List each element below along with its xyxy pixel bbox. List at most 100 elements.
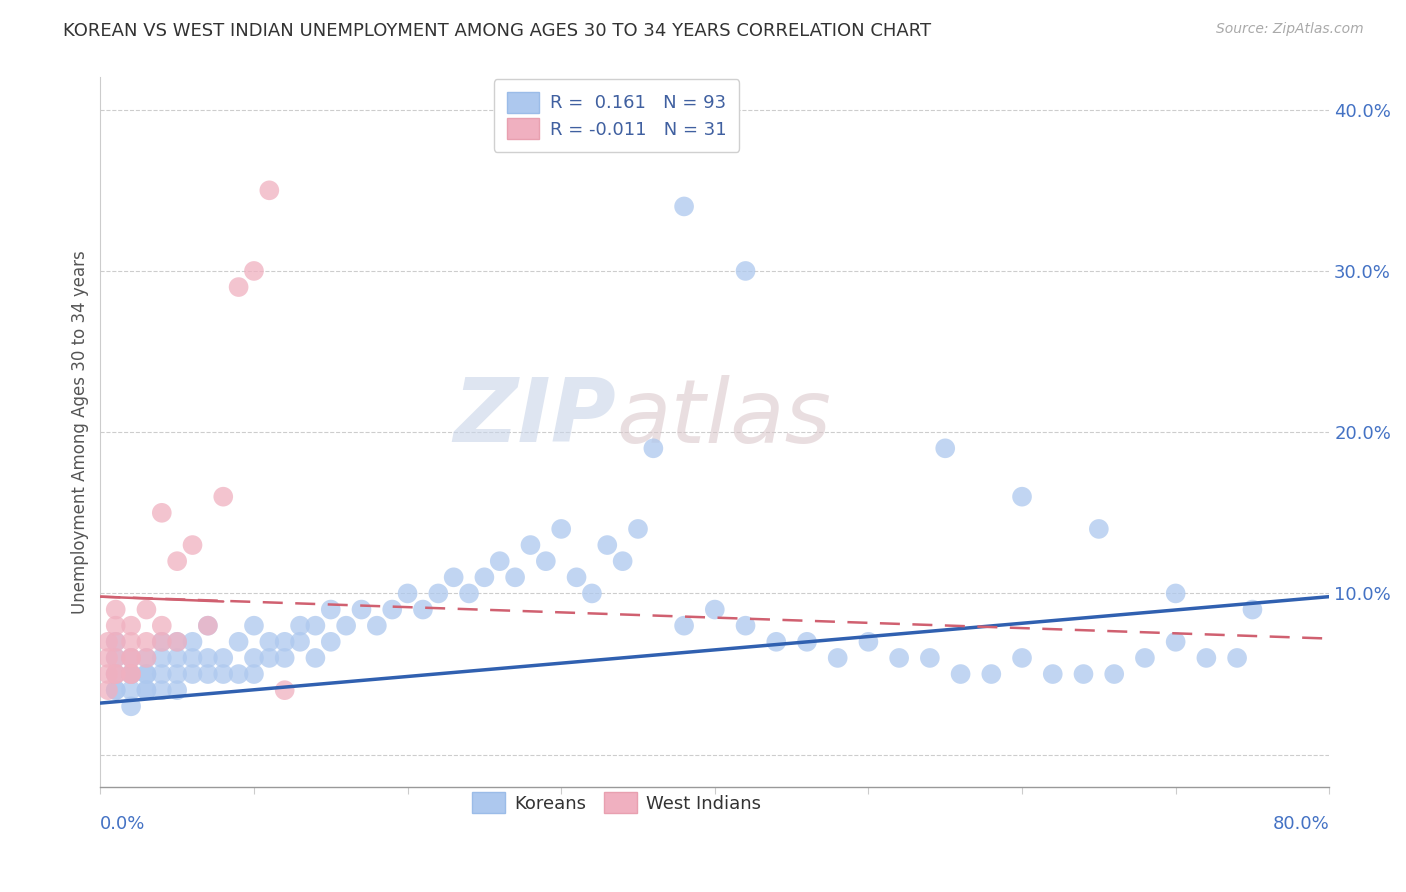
Point: [581, 586, 603, 600]
Point: [1241, 602, 1264, 616]
Point: [104, 667, 127, 681]
Point: [443, 570, 465, 584]
Point: [97, 635, 120, 649]
Point: [627, 522, 650, 536]
Point: [120, 683, 142, 698]
Point: [319, 602, 342, 616]
Point: [120, 667, 142, 681]
Point: [120, 667, 142, 681]
Text: ZIP: ZIP: [454, 375, 616, 461]
Point: [181, 538, 204, 552]
Point: [104, 667, 127, 681]
Point: [120, 651, 142, 665]
Point: [120, 667, 142, 681]
Point: [488, 554, 510, 568]
Point: [643, 442, 665, 456]
Text: KOREAN VS WEST INDIAN UNEMPLOYMENT AMONG AGES 30 TO 34 YEARS CORRELATION CHART: KOREAN VS WEST INDIAN UNEMPLOYMENT AMONG…: [63, 22, 931, 40]
Point: [135, 651, 157, 665]
Point: [228, 635, 250, 649]
Point: [934, 442, 956, 456]
Point: [319, 635, 342, 649]
Point: [1164, 586, 1187, 600]
Point: [1073, 667, 1095, 681]
Point: [97, 651, 120, 665]
Point: [335, 618, 357, 632]
Point: [827, 651, 849, 665]
Point: [304, 618, 326, 632]
Point: [212, 667, 235, 681]
Point: [104, 635, 127, 649]
Point: [534, 554, 557, 568]
Point: [458, 586, 481, 600]
Point: [166, 683, 188, 698]
Point: [273, 683, 295, 698]
Point: [304, 651, 326, 665]
Point: [673, 618, 696, 632]
Point: [734, 618, 756, 632]
Point: [519, 538, 541, 552]
Point: [212, 490, 235, 504]
Point: [166, 635, 188, 649]
Point: [135, 667, 157, 681]
Point: [150, 667, 173, 681]
Point: [166, 554, 188, 568]
Point: [350, 602, 373, 616]
Point: [980, 667, 1002, 681]
Point: [412, 602, 434, 616]
Point: [104, 683, 127, 698]
Point: [135, 602, 157, 616]
Point: [120, 635, 142, 649]
Point: [565, 570, 588, 584]
Point: [858, 635, 880, 649]
Point: [120, 651, 142, 665]
Point: [150, 635, 173, 649]
Point: [259, 651, 281, 665]
Point: [104, 635, 127, 649]
Point: [97, 667, 120, 681]
Point: [288, 635, 311, 649]
Point: [181, 651, 204, 665]
Point: [104, 667, 127, 681]
Point: [197, 667, 219, 681]
Point: [734, 264, 756, 278]
Point: [243, 667, 266, 681]
Point: [104, 683, 127, 698]
Point: [1226, 651, 1249, 665]
Point: [135, 683, 157, 698]
Point: [104, 602, 127, 616]
Point: [612, 554, 634, 568]
Point: [396, 586, 419, 600]
Point: [228, 667, 250, 681]
Point: [503, 570, 526, 584]
Point: [135, 635, 157, 649]
Point: [765, 635, 787, 649]
Point: [550, 522, 572, 536]
Point: [150, 635, 173, 649]
Point: [120, 699, 142, 714]
Text: 80.0%: 80.0%: [1272, 815, 1329, 833]
Point: [1011, 490, 1033, 504]
Point: [673, 199, 696, 213]
Point: [166, 667, 188, 681]
Point: [259, 635, 281, 649]
Point: [288, 618, 311, 632]
Point: [243, 651, 266, 665]
Point: [166, 651, 188, 665]
Point: [596, 538, 619, 552]
Text: 0.0%: 0.0%: [100, 815, 146, 833]
Point: [120, 618, 142, 632]
Point: [889, 651, 911, 665]
Point: [135, 683, 157, 698]
Point: [104, 651, 127, 665]
Point: [273, 635, 295, 649]
Point: [150, 683, 173, 698]
Point: [259, 183, 281, 197]
Point: [150, 651, 173, 665]
Point: [474, 570, 496, 584]
Point: [104, 651, 127, 665]
Text: Source: ZipAtlas.com: Source: ZipAtlas.com: [1216, 22, 1364, 37]
Y-axis label: Unemployment Among Ages 30 to 34 years: Unemployment Among Ages 30 to 34 years: [72, 251, 89, 614]
Point: [97, 683, 120, 698]
Point: [381, 602, 404, 616]
Point: [796, 635, 818, 649]
